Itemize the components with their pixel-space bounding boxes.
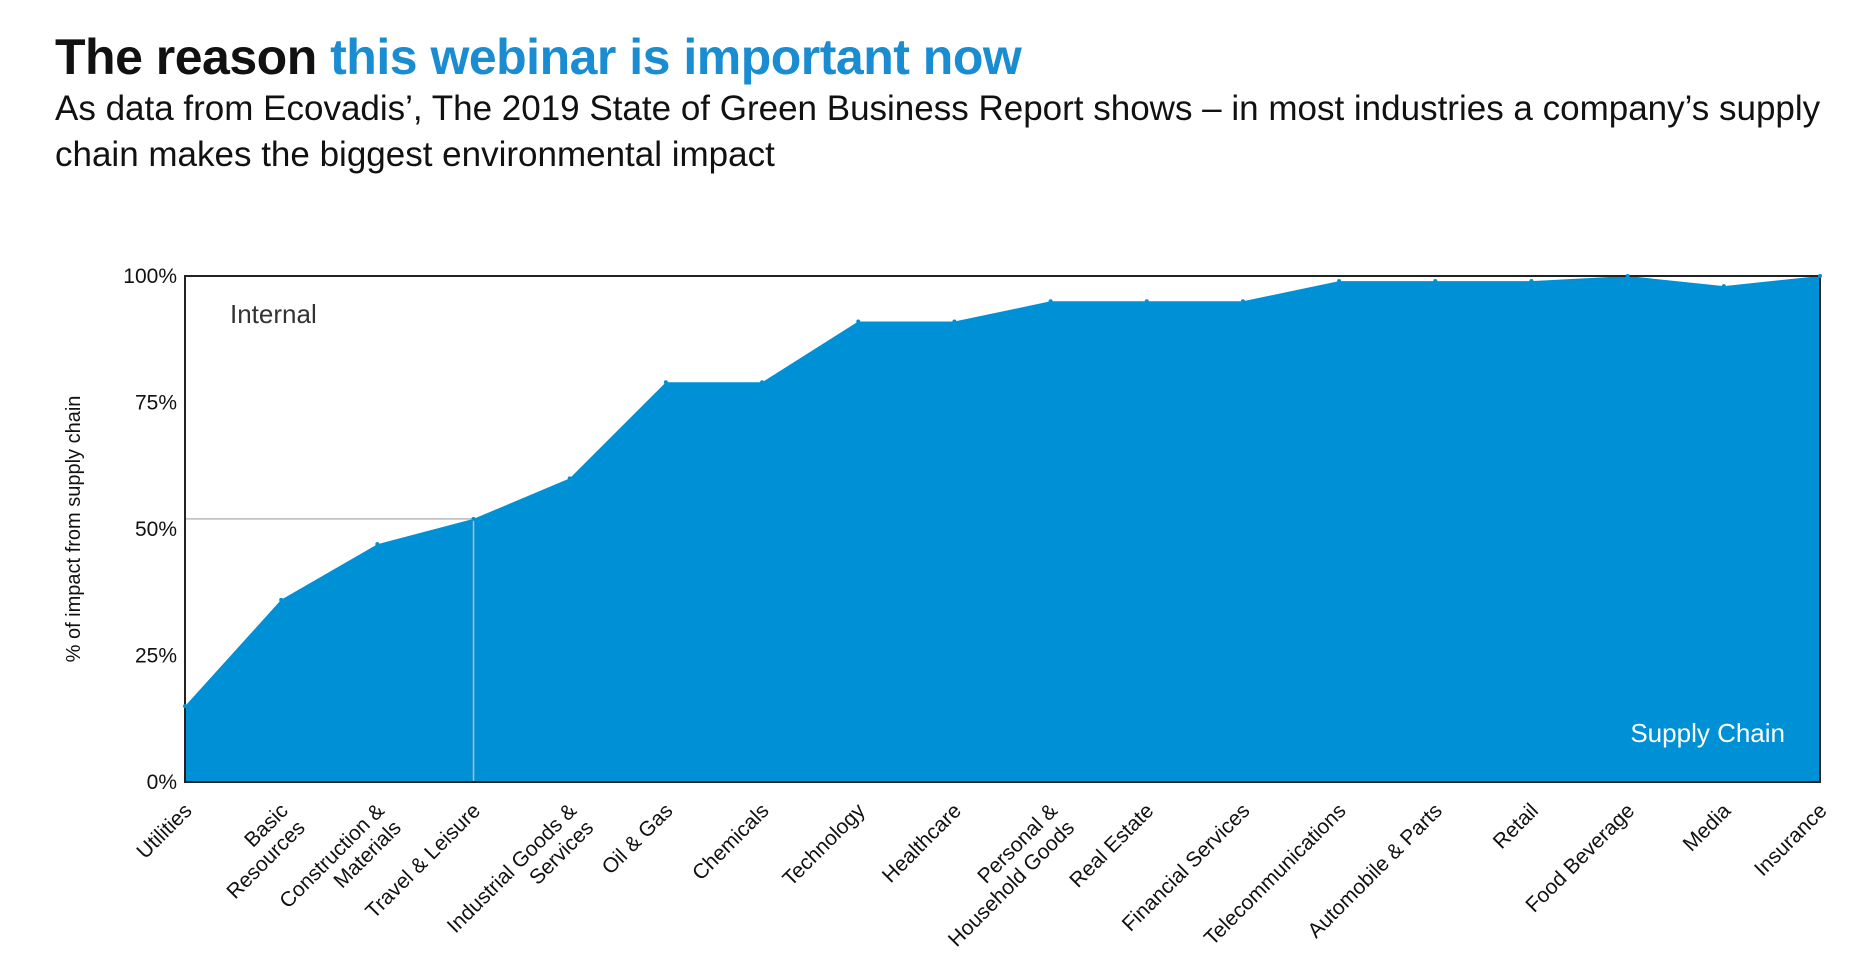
y-axis-ticks: 0% 25% 50% 75% 100% bbox=[123, 265, 177, 794]
x-tick-label-line: Utilities bbox=[132, 799, 196, 863]
x-tick-label: Media bbox=[1679, 799, 1736, 856]
supply-chain-area bbox=[185, 276, 1820, 782]
data-point bbox=[183, 704, 187, 709]
x-tick-label-line: Technology bbox=[778, 799, 870, 891]
x-tick-label: Retail bbox=[1489, 799, 1543, 853]
page-subtitle: As data from Ecovadis’, The 2019 State o… bbox=[55, 89, 1821, 174]
data-point bbox=[375, 542, 380, 547]
x-tick-label-line: Retail bbox=[1489, 799, 1543, 853]
x-tick-label: Insurance bbox=[1750, 799, 1831, 880]
y-axis-label: % of impact from supply chain bbox=[63, 396, 85, 663]
x-tick-label: Real Estate bbox=[1065, 799, 1158, 892]
data-point bbox=[1337, 279, 1342, 284]
data-point bbox=[1721, 284, 1726, 289]
x-tick-label: Technology bbox=[778, 799, 870, 891]
y-tick-label: 50% bbox=[135, 518, 177, 541]
plot-border bbox=[184, 275, 1821, 783]
data-point bbox=[567, 476, 572, 481]
data-point bbox=[471, 516, 476, 521]
x-tick-label-line: Oil & Gas bbox=[598, 799, 678, 879]
y-tick-label: 75% bbox=[135, 392, 177, 415]
data-point bbox=[1048, 299, 1053, 304]
x-tick-label: Chemicals bbox=[688, 799, 774, 885]
data-point bbox=[1625, 274, 1630, 278]
x-tick-label-line: Chemicals bbox=[688, 799, 774, 885]
data-point bbox=[1240, 299, 1245, 304]
x-tick-label-line: Real Estate bbox=[1065, 799, 1158, 892]
data-point bbox=[1529, 279, 1534, 284]
page-title: The reason this webinar is important now bbox=[55, 28, 1022, 86]
data-point bbox=[1433, 279, 1438, 284]
x-tick-label: Oil & Gas bbox=[598, 799, 678, 879]
data-point bbox=[952, 319, 957, 324]
y-tick-label: 0% bbox=[147, 771, 177, 794]
x-tick-label-line: Insurance bbox=[1750, 799, 1831, 880]
data-point bbox=[279, 597, 284, 602]
x-tick-label-line: Healthcare bbox=[878, 799, 966, 887]
data-point bbox=[1818, 274, 1822, 278]
y-tick-label: 25% bbox=[135, 645, 177, 668]
title-plain: The reason bbox=[55, 29, 317, 85]
data-points bbox=[183, 274, 1822, 709]
data-point bbox=[760, 380, 765, 385]
supply-chain-region-label: Supply Chain bbox=[1630, 718, 1785, 748]
data-point bbox=[1144, 299, 1149, 304]
x-tick-label-line: Media bbox=[1679, 799, 1736, 856]
title-accent: this webinar is important now bbox=[330, 29, 1022, 85]
data-point bbox=[663, 380, 668, 385]
internal-region-label: Internal bbox=[230, 299, 317, 329]
x-tick-label: Healthcare bbox=[878, 799, 966, 887]
y-tick-label: 100% bbox=[123, 265, 177, 288]
data-point bbox=[856, 319, 861, 324]
x-tick-label: Utilities bbox=[132, 799, 196, 863]
